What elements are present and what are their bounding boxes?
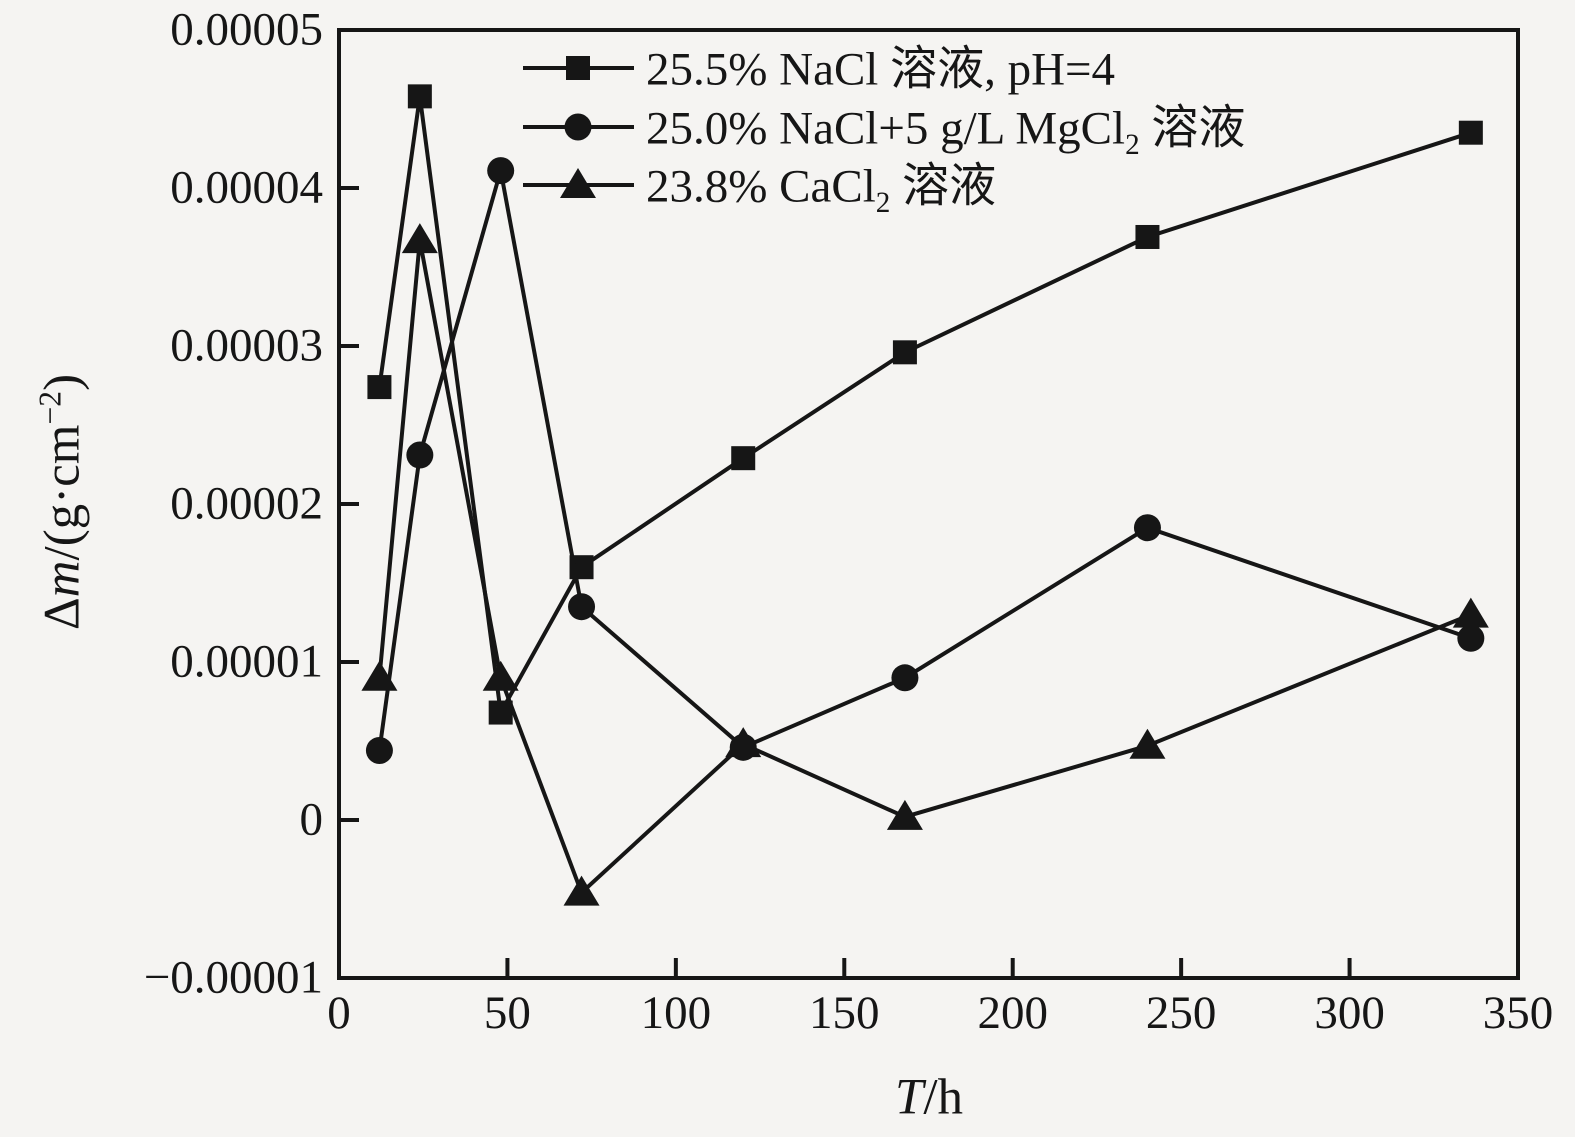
data-point-circle [487,157,515,185]
series-line [377,96,1472,719]
x-tick-label: 100 [640,987,712,1039]
data-point-triangle [482,660,519,691]
data-point-square [407,84,432,109]
data-point-triangle [560,168,596,198]
y-axis-title: Δm/(g·cm−2) [32,373,91,631]
data-point-square [731,446,756,471]
plot-border [337,28,1520,980]
series-triangle [361,223,1489,906]
x-tick-label: 350 [1482,987,1554,1039]
y-tick-label: 0.00004 [170,161,323,214]
legend-entry-key [523,56,634,80]
data-point-square [488,700,513,725]
y-tick-label: 0.00002 [170,477,323,530]
data-point-triangle [886,799,923,830]
series-square [367,84,1483,725]
legend-entry-label: 25.5% NaCl 溶液, pH=4 [646,43,1116,96]
data-point-circle [568,593,596,621]
x-tick-label: 250 [1145,987,1217,1039]
y-tick-label: 0.00005 [170,3,323,56]
data-point-circle [365,736,393,764]
legend-entry-label: 25.0% NaCl+5 g/L MgCl2 溶液 [646,102,1246,161]
data-point-circle [406,441,434,469]
x-tick-label: 300 [1314,987,1385,1039]
x-tick-label: 150 [809,987,880,1039]
y-tick-label: 0.00003 [170,319,323,372]
x-tick-label: 50 [483,987,531,1039]
data-point-square [1458,120,1483,145]
y-tick-label: 0 [299,793,324,846]
y-tick-label: 0.00001 [170,635,323,688]
data-point-circle [1133,514,1161,542]
x-tick-label: 0 [327,987,351,1039]
data-point-triangle [563,875,600,906]
legend-entry-key [523,168,634,198]
data-point-square [367,375,392,400]
data-point-triangle [1129,728,1166,759]
x-axis-title: T/h [894,1069,964,1126]
series-circle [365,157,1485,764]
legend-entry-label: 23.8% CaCl2 溶液 [646,160,997,219]
data-point-triangle [361,660,398,691]
data-point-triangle [725,727,762,758]
y-tick-label: −0.00001 [143,951,323,1004]
data-point-triangle [1452,597,1489,628]
data-point-square [892,340,917,365]
x-tick-label: 200 [977,987,1048,1039]
data-point-square [1135,224,1160,249]
data-point-square [566,56,590,80]
data-point-circle [1457,624,1485,652]
data-point-circle [564,113,592,141]
legend-entry-key [523,113,634,141]
series-line [377,170,1472,751]
data-point-circle [891,664,919,692]
data-point-triangle [401,223,438,254]
series-line [377,239,1472,897]
